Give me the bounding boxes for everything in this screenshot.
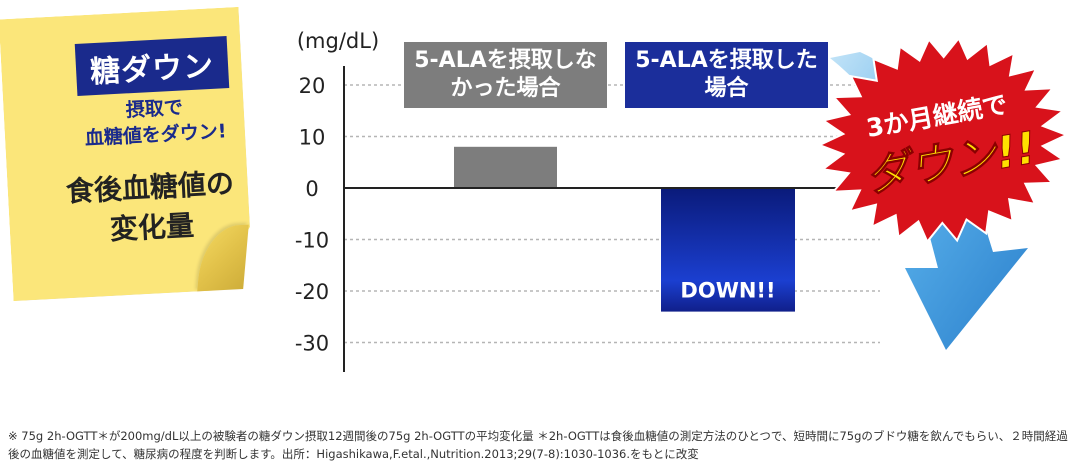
footnote: ※ 75g 2h-OGTT＊が200mg/dL以上の被験者の糖ダウン摂取12週間…	[8, 429, 1068, 461]
y-tick-label: 10	[299, 126, 326, 150]
legend-without-ala: 5-ALAを摂取しなかった場合	[404, 42, 607, 108]
note-badge: 糖ダウン	[74, 36, 230, 96]
legend-with-ala: 5-ALAを摂取した場合	[625, 42, 828, 108]
y-tick-label: -20	[295, 280, 329, 304]
bar-with-ala	[661, 188, 795, 312]
y-unit-label: (mg/dL)	[297, 29, 379, 53]
bar-without-ala	[454, 146, 557, 188]
y-tick-label: 0	[305, 177, 318, 201]
note-title: 食後血糖値の 変化量	[54, 163, 248, 253]
note-subtitle: 摂取で 血糖値をダウン!	[63, 91, 247, 152]
bar-label: DOWN!!	[680, 279, 775, 303]
burst-badge	[816, 36, 1070, 244]
y-tick-label: 20	[299, 74, 326, 98]
y-tick-label: -30	[295, 332, 329, 356]
y-tick-label: -10	[295, 229, 329, 253]
